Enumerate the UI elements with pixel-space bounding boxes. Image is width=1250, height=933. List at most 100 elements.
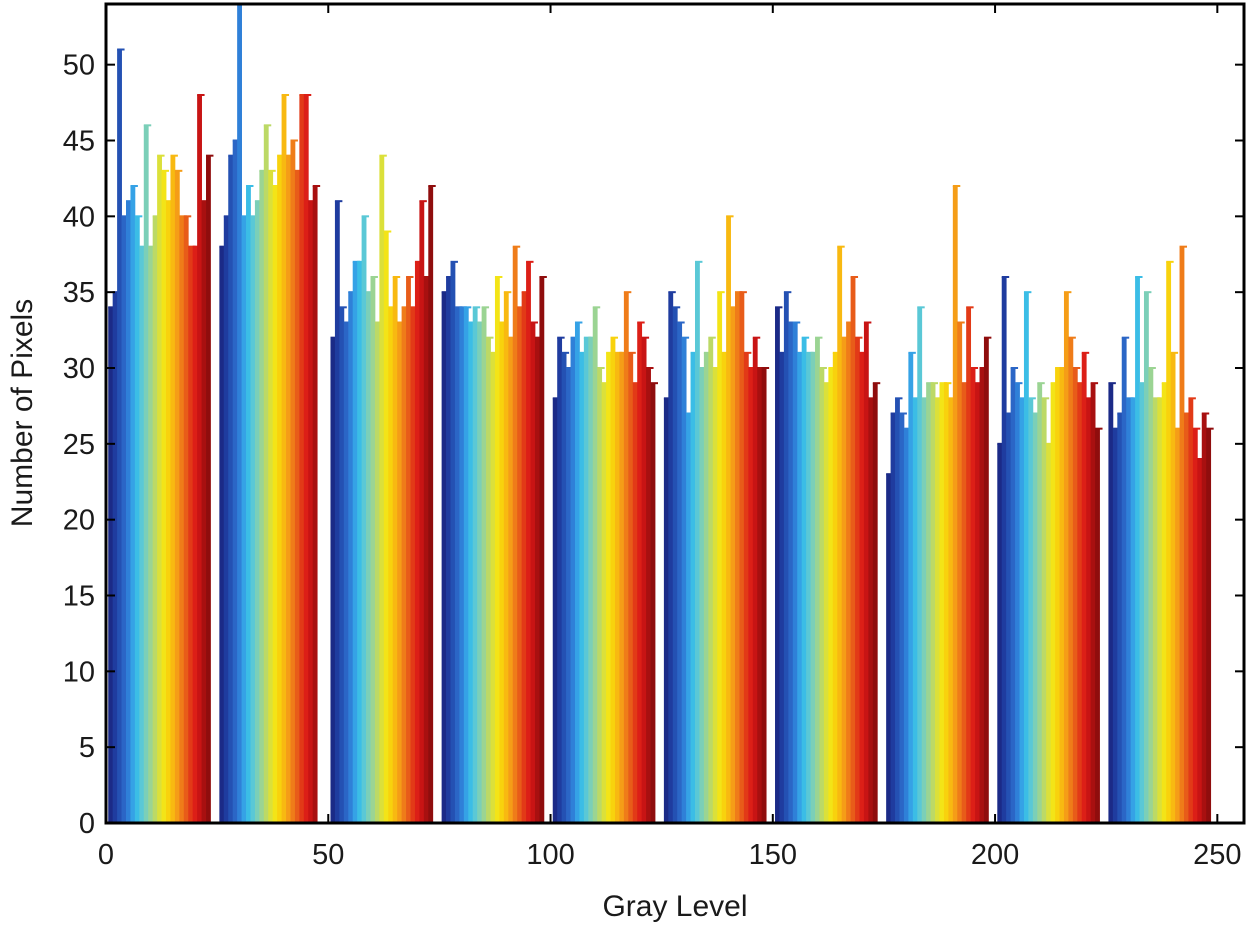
y-tick-label-20: 20 bbox=[63, 505, 95, 537]
bar-g10-21 bbox=[1197, 459, 1203, 823]
bar-g10-16 bbox=[1175, 428, 1180, 823]
bar-g3-9 bbox=[366, 292, 371, 823]
bar-g1-11 bbox=[152, 216, 158, 823]
bar-g9-21 bbox=[1086, 398, 1092, 823]
bar-g9-16 bbox=[1063, 292, 1069, 823]
bar-g2-20 bbox=[303, 95, 309, 823]
bar-g3-13 bbox=[383, 231, 389, 823]
bar-g3-8 bbox=[361, 216, 367, 823]
bar-g7-2 bbox=[779, 352, 785, 823]
bar-g8-16 bbox=[952, 186, 958, 823]
bar-g4-23 bbox=[539, 277, 545, 823]
bar-g8-9 bbox=[921, 398, 927, 823]
bar-g9-12 bbox=[1046, 443, 1052, 823]
bar-g2-13 bbox=[272, 186, 278, 823]
bar-g4-1 bbox=[441, 292, 447, 823]
bar-g9-1 bbox=[997, 443, 1003, 823]
bar-g3-2 bbox=[334, 201, 340, 824]
bar-g3-22 bbox=[423, 277, 429, 823]
bar-g9-5 bbox=[1015, 383, 1020, 823]
bar-g5-14 bbox=[610, 337, 616, 823]
bar-g7-4 bbox=[788, 322, 794, 823]
bar-g1-6 bbox=[130, 186, 136, 823]
bar-g4-17 bbox=[512, 246, 518, 824]
bar-g8-15 bbox=[948, 398, 954, 823]
bar-g9-7 bbox=[1023, 292, 1029, 823]
bar-g7-11 bbox=[819, 368, 825, 823]
bar-g6-11 bbox=[708, 337, 714, 823]
bar-g10-9 bbox=[1143, 292, 1149, 823]
bar-g2-18 bbox=[294, 170, 300, 823]
bar-g6-3 bbox=[672, 307, 678, 824]
bar-g3-16 bbox=[397, 322, 403, 823]
bar-g8-4 bbox=[899, 413, 905, 823]
y-tick-label-35: 35 bbox=[63, 277, 95, 309]
bar-g7-22 bbox=[868, 398, 874, 823]
bar-g9-14 bbox=[1055, 368, 1060, 823]
bar-g2-9 bbox=[254, 201, 260, 824]
bar-g10-10 bbox=[1148, 368, 1154, 823]
bar-g8-8 bbox=[917, 307, 923, 824]
bar-g2-16 bbox=[286, 155, 291, 824]
x-tick-label-0: 0 bbox=[98, 839, 114, 871]
bar-g8-7 bbox=[912, 398, 918, 823]
bar-g8-11 bbox=[930, 383, 936, 823]
bar-g5-3 bbox=[561, 352, 567, 823]
bar-g5-5 bbox=[570, 337, 576, 823]
bar-g1-3 bbox=[117, 49, 122, 823]
bar-g3-14 bbox=[388, 307, 394, 824]
bar-g1-23 bbox=[206, 155, 211, 824]
bar-g1-21 bbox=[197, 95, 202, 823]
bar-g3-19 bbox=[410, 307, 416, 824]
bar-g3-7 bbox=[357, 261, 363, 824]
bar-g2-12 bbox=[268, 170, 274, 823]
bar-g9-11 bbox=[1041, 398, 1047, 823]
bar-g5-17 bbox=[623, 292, 629, 823]
bar-g8-20 bbox=[970, 368, 976, 823]
y-axis-title: Number of Pixels bbox=[6, 299, 39, 527]
bar-g1-19 bbox=[188, 246, 194, 824]
bar-g6-8 bbox=[695, 261, 700, 824]
bar-g7-23 bbox=[872, 383, 878, 823]
bar-g7-12 bbox=[823, 383, 829, 823]
x-tick-label-150: 150 bbox=[749, 839, 797, 871]
bar-g3-17 bbox=[401, 307, 407, 824]
bar-g2-2 bbox=[223, 216, 229, 823]
bar-g7-13 bbox=[828, 368, 834, 823]
bar-g4-6 bbox=[463, 307, 469, 824]
bar-g10-23 bbox=[1206, 428, 1212, 823]
bar-g4-9 bbox=[477, 322, 483, 823]
bar-g2-19 bbox=[299, 95, 305, 823]
bar-g10-4 bbox=[1121, 337, 1127, 823]
bar-g1-13 bbox=[161, 170, 167, 823]
bar-g1-8 bbox=[139, 246, 145, 824]
bar-g3-4 bbox=[343, 322, 349, 823]
ticks-layer: 0 50 100 150 200 250 0 5 10 15 20 25 30 35 40 45 50 bbox=[63, 4, 1244, 871]
bar-g6-17 bbox=[735, 292, 740, 823]
bar-g1-7 bbox=[134, 216, 140, 823]
bar-g4-12 bbox=[490, 352, 496, 823]
bar-g5-21 bbox=[641, 337, 647, 823]
bar-g7-9 bbox=[810, 352, 816, 823]
bar-g8-14 bbox=[943, 383, 949, 823]
bar-g7-6 bbox=[797, 352, 803, 823]
bar-g10-19 bbox=[1188, 398, 1194, 823]
bar-g9-20 bbox=[1081, 352, 1087, 823]
bar-g10-20 bbox=[1192, 428, 1198, 823]
bar-g10-2 bbox=[1112, 428, 1118, 823]
bar-g2-1 bbox=[219, 246, 225, 824]
bar-g6-16 bbox=[730, 307, 736, 824]
bar-g6-23 bbox=[761, 368, 767, 823]
bar-g7-20 bbox=[859, 352, 865, 823]
bar-g9-19 bbox=[1077, 383, 1083, 823]
y-tick-label-10: 10 bbox=[63, 656, 95, 688]
bar-g4-10 bbox=[481, 307, 487, 824]
bar-g5-15 bbox=[614, 352, 620, 823]
y-tick-label-0: 0 bbox=[79, 808, 95, 840]
bar-g4-14 bbox=[499, 322, 505, 823]
x-tick-label-50: 50 bbox=[312, 839, 344, 871]
bar-g8-22 bbox=[979, 368, 985, 823]
bar-g5-6 bbox=[574, 322, 580, 823]
bar-g5-8 bbox=[583, 337, 589, 823]
